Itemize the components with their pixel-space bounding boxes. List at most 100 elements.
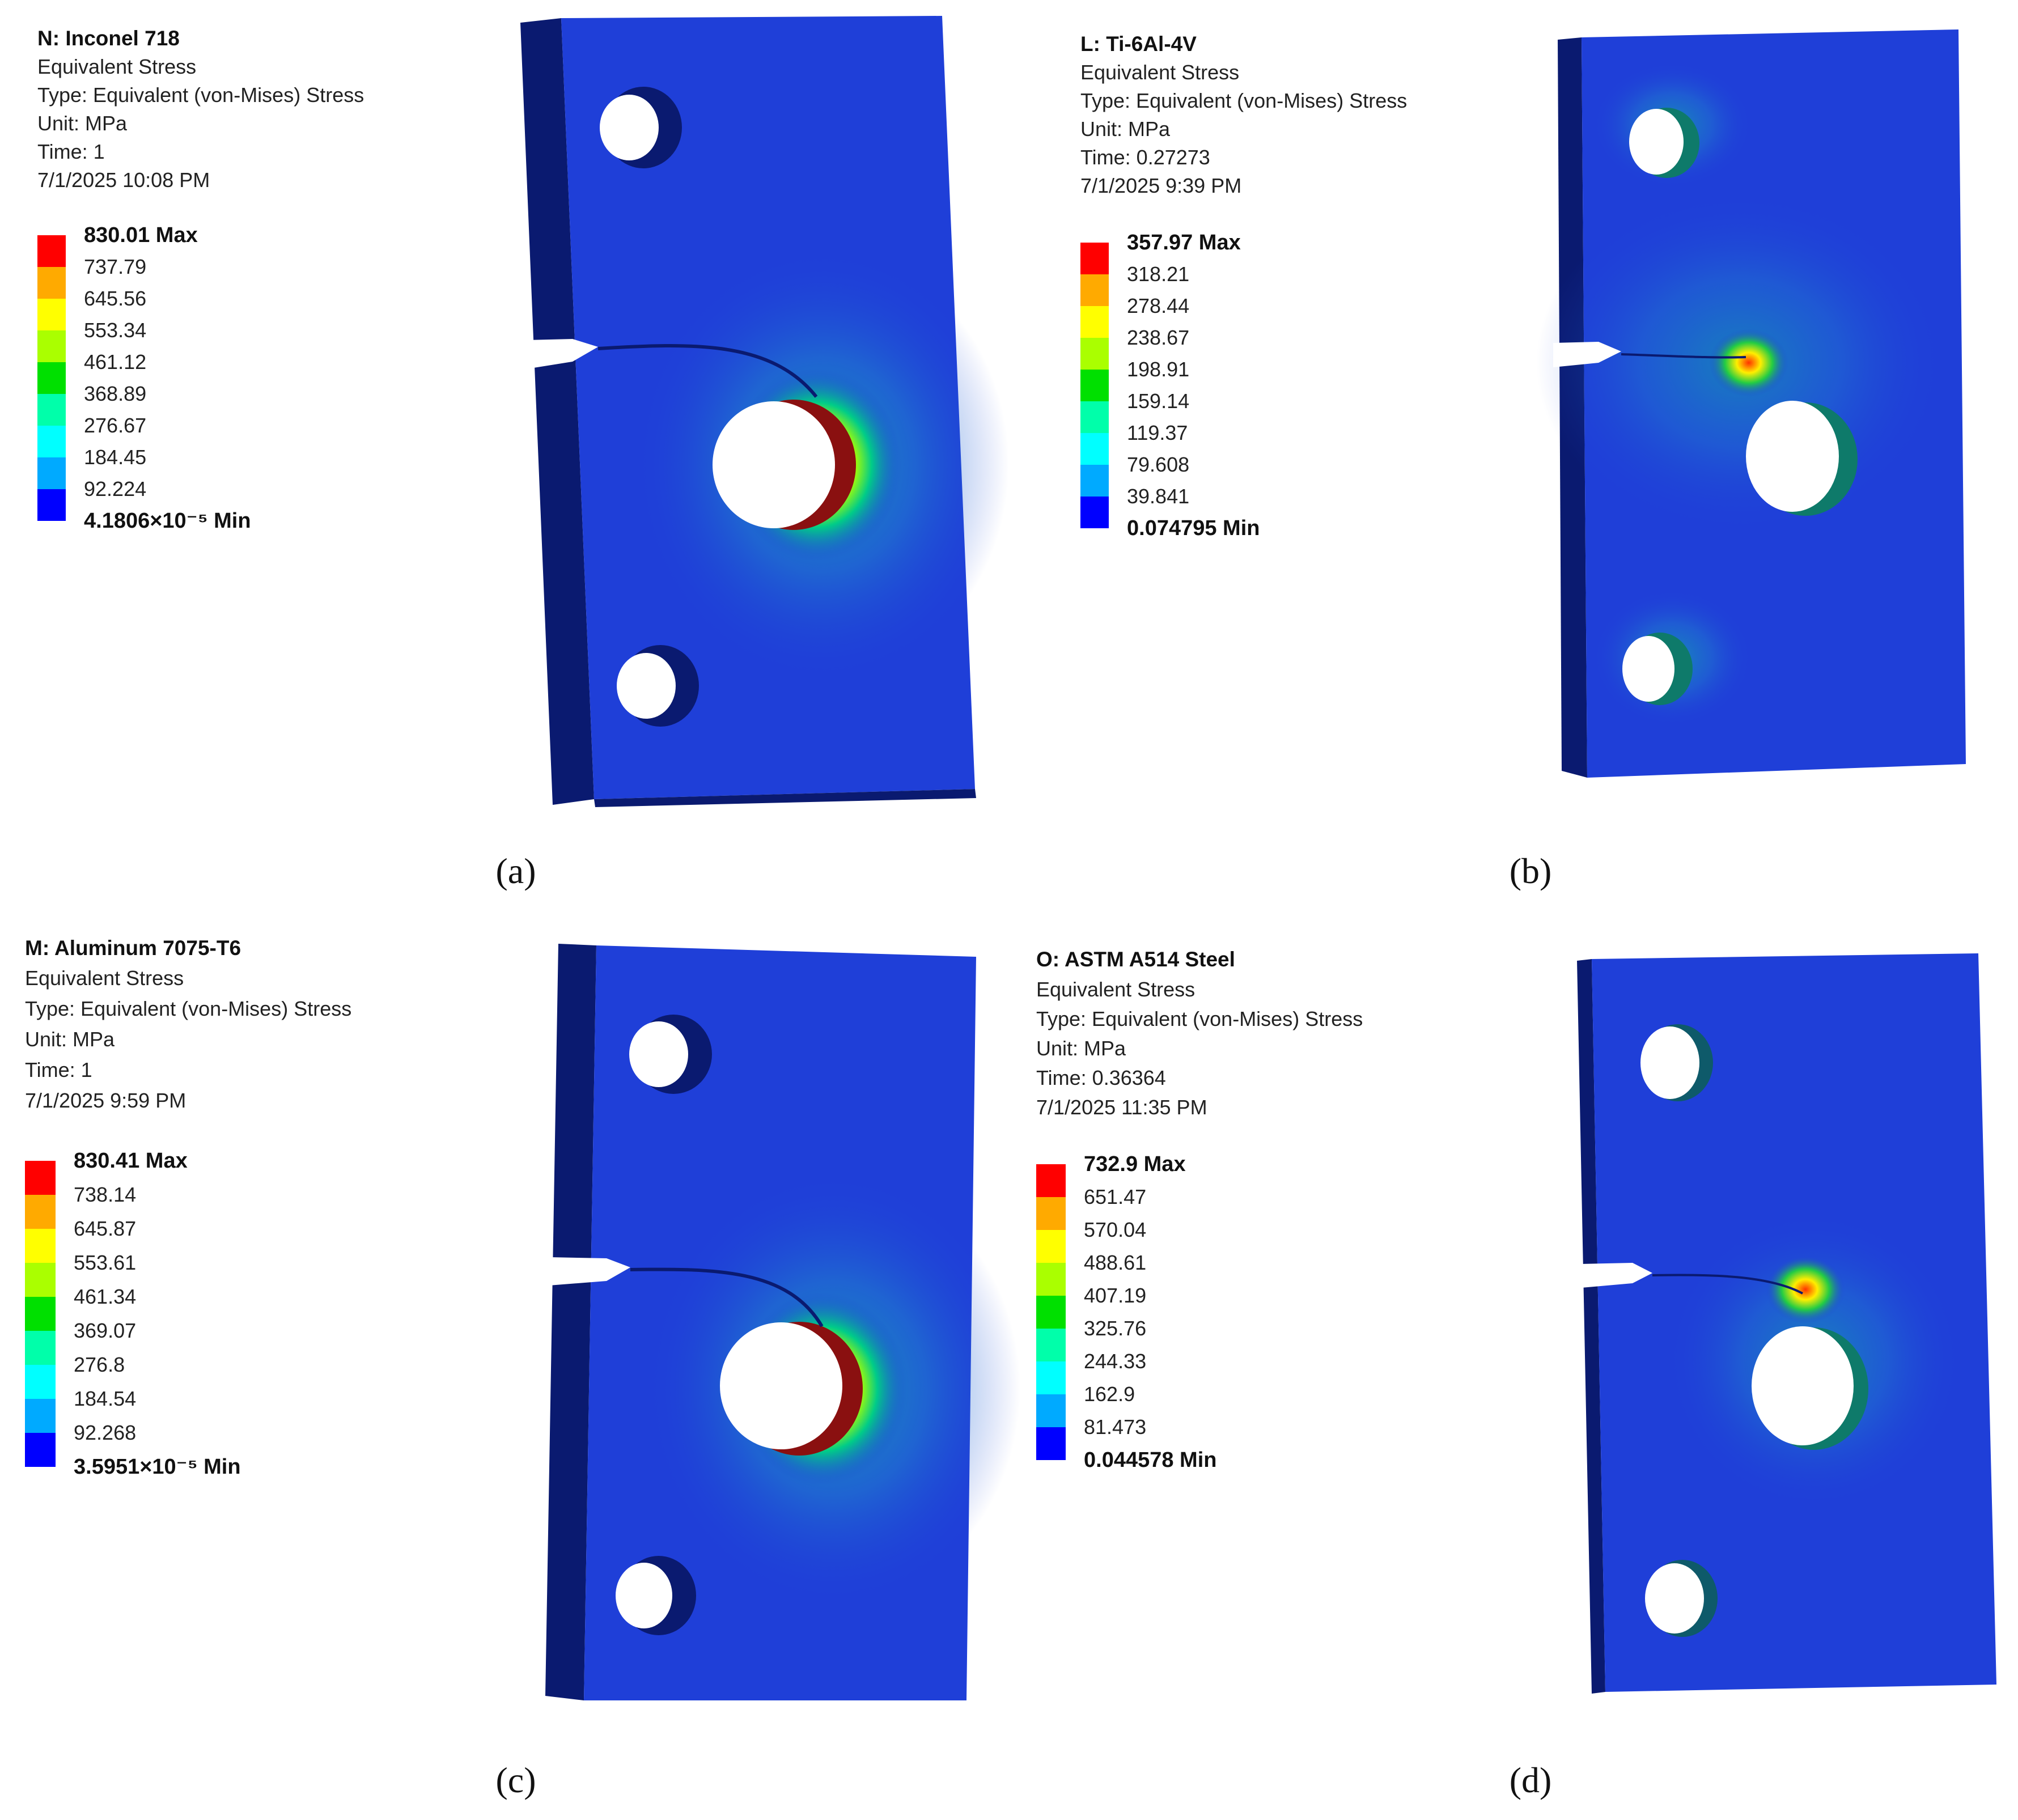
panel-d-time: Time: 0.36364 — [1036, 1066, 1166, 1089]
panel-d-title: O: ASTM A514 Steel — [1036, 948, 1235, 971]
panel-d-legend-label: 570.04 — [1084, 1218, 1146, 1241]
panel-a-legend-swatch — [37, 330, 66, 362]
panel-c-legend-label: 3.5951×10⁻⁵ Min — [74, 1455, 241, 1479]
panel-c-legend-label: 461.34 — [74, 1285, 136, 1308]
panel-a-legend: 830.01 Max 737.79 645.56 553.34 461.12 368.89… — [37, 223, 251, 533]
panel-a-legend-label: 645.56 — [84, 287, 146, 310]
panel-c-legend-swatch — [25, 1229, 56, 1263]
panel-a-plate — [520, 16, 1009, 807]
panel-d-plate — [1577, 953, 1996, 1694]
panel-b-legend-label: 0.074795 Min — [1127, 516, 1260, 540]
panel-c-legend-label: 830.41 Max — [74, 1149, 188, 1173]
panel-d-date: 7/1/2025 11:35 PM — [1036, 1096, 1207, 1119]
panel-b-legend-swatch — [1080, 370, 1109, 401]
panel-c-legend-label: 738.14 — [74, 1183, 136, 1206]
panel-c-legend-swatch — [25, 1297, 56, 1331]
panel-b-legend-swatch — [1080, 274, 1109, 306]
panel-b-unit: Unit: MPa — [1080, 117, 1171, 141]
panel-b-legend-swatch — [1080, 433, 1109, 465]
panel-a-legend-label: 368.89 — [84, 382, 146, 405]
panel-b: L: Ti-6Al-4V Equivalent Stress Type: Equ… — [1080, 29, 1966, 891]
panel-c-legend-label: 369.07 — [74, 1319, 136, 1342]
panel-c: M: Aluminum 7075-T6 Equivalent Stress Ty… — [25, 936, 1020, 1800]
panel-d-legend-swatch — [1036, 1230, 1066, 1263]
panel-a-legend-label: 553.34 — [84, 319, 146, 342]
panel-c-legend-label: 184.54 — [74, 1387, 136, 1410]
panel-b-legend-swatch — [1080, 306, 1109, 338]
panel-c-legend-swatch — [25, 1331, 56, 1365]
panel-b-legend-label: 39.841 — [1127, 485, 1189, 508]
panel-d-legend-swatch — [1036, 1197, 1066, 1230]
panel-a-time: Time: 1 — [37, 140, 105, 163]
panel-a-legend-swatch — [37, 426, 66, 457]
panel-c-date: 7/1/2025 9:59 PM — [25, 1089, 186, 1112]
panel-a-legend-label: 92.224 — [84, 477, 146, 500]
panel-d-result-name: Equivalent Stress — [1036, 978, 1195, 1001]
panel-b-legend-label: 278.44 — [1127, 294, 1189, 317]
panel-a-caption: (a) — [495, 851, 536, 891]
panel-c-legend-swatch — [25, 1365, 56, 1399]
panel-b-date: 7/1/2025 9:39 PM — [1080, 174, 1241, 197]
panel-d-legend-swatch — [1036, 1164, 1066, 1197]
panel-d-legend-label: 162.9 — [1084, 1382, 1135, 1406]
panel-c-result-name: Equivalent Stress — [25, 966, 184, 990]
panel-b-plate — [1536, 29, 1966, 778]
panel-a-date: 7/1/2025 10:08 PM — [37, 168, 210, 192]
panel-d-legend-swatch — [1036, 1263, 1066, 1296]
panel-b-legend-label: 119.37 — [1127, 421, 1188, 444]
panel-c-unit: Unit: MPa — [25, 1028, 115, 1051]
panel-b-result-name: Equivalent Stress — [1080, 61, 1239, 84]
panel-a-legend-swatch — [37, 457, 66, 489]
panel-c-result-type: Type: Equivalent (von-Mises) Stress — [25, 997, 351, 1020]
panel-d-legend-swatch — [1036, 1329, 1066, 1361]
panel-a-result-name: Equivalent Stress — [37, 55, 196, 78]
panel-d-legend-label: 651.47 — [1084, 1185, 1146, 1208]
panel-b-legend-swatch — [1080, 401, 1109, 433]
panel-d-legend-swatch — [1036, 1361, 1066, 1394]
panel-d-legend-label: 0.044578 Min — [1084, 1448, 1216, 1472]
panel-a-legend-swatch — [37, 362, 66, 394]
panel-c-legend: 830.41 Max 738.14 645.87 553.61 461.34 369.07… — [25, 1149, 241, 1479]
panel-d-legend-label: 732.9 Max — [1084, 1152, 1186, 1176]
panel-a-result-type: Type: Equivalent (von-Mises) Stress — [37, 83, 364, 107]
panel-b-result-type: Type: Equivalent (von-Mises) Stress — [1080, 89, 1407, 112]
panel-a-unit: Unit: MPa — [37, 112, 128, 135]
panel-c-caption: (c) — [495, 1760, 536, 1800]
panel-b-caption: (b) — [1510, 851, 1552, 891]
panel-c-legend-swatch — [25, 1399, 56, 1433]
panel-c-plate — [545, 944, 1020, 1700]
panel-b-legend-swatch — [1080, 465, 1109, 497]
panel-a-legend-swatch — [37, 489, 66, 521]
panel-a-legend-swatch — [37, 394, 66, 426]
panel-b-legend-label: 357.97 Max — [1127, 231, 1241, 254]
panel-a-legend-swatch — [37, 299, 66, 330]
panel-a-legend-label: 737.79 — [84, 255, 146, 278]
panel-b-legend-label: 159.14 — [1127, 389, 1189, 413]
panel-d-legend-label: 81.473 — [1084, 1415, 1146, 1439]
panel-b-legend: 357.97 Max 318.21 278.44 238.67 198.91 159.14… — [1080, 231, 1260, 540]
panel-b-legend-label: 79.608 — [1127, 453, 1189, 476]
panel-c-legend-label: 645.87 — [74, 1217, 136, 1240]
panel-d-legend: 732.9 Max 651.47 570.04 488.61 407.19 325.76 2… — [1036, 1152, 1216, 1472]
panel-b-legend-swatch — [1080, 243, 1109, 274]
panel-d-legend-swatch — [1036, 1296, 1066, 1329]
panel-a: N: Inconel 718 Equivalent Stress Type: E… — [37, 16, 1009, 891]
panel-d-legend-swatch — [1036, 1427, 1066, 1460]
panel-d-legend-swatch — [1036, 1394, 1066, 1427]
panel-a-legend-swatch — [37, 235, 66, 267]
panel-b-legend-swatch — [1080, 497, 1109, 528]
panel-c-title: M: Aluminum 7075-T6 — [25, 936, 241, 960]
panel-b-legend-label: 238.67 — [1127, 326, 1189, 349]
panel-a-legend-label: 4.1806×10⁻⁵ Min — [84, 509, 251, 533]
panel-c-legend-label: 553.61 — [74, 1251, 136, 1274]
panel-d-legend-label: 407.19 — [1084, 1284, 1146, 1307]
panel-c-legend-label: 276.8 — [74, 1353, 125, 1376]
panel-a-legend-label: 276.67 — [84, 414, 146, 437]
panel-c-legend-label: 92.268 — [74, 1421, 136, 1444]
panel-c-legend-swatch — [25, 1195, 56, 1229]
panel-a-legend-swatch — [37, 267, 66, 299]
panel-a-title: N: Inconel 718 — [37, 27, 180, 50]
panel-d-legend-label: 325.76 — [1084, 1317, 1146, 1340]
panel-d: O: ASTM A514 Steel Equivalent Stress Typ… — [1036, 948, 1996, 1800]
